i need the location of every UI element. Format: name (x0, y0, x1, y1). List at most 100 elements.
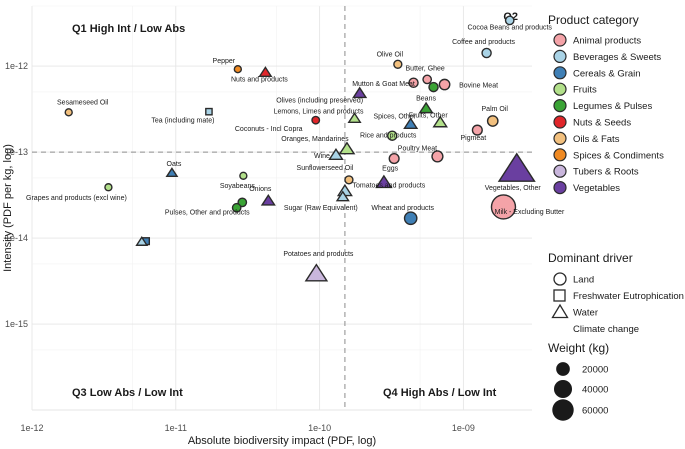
point-label: Potatoes and products (283, 251, 354, 258)
point-label: Beans (416, 96, 436, 103)
legend-label: Nuts & Seeds (573, 118, 631, 129)
y-tick-label: 1e-15 (5, 319, 28, 329)
point-beverages-water- (135, 236, 149, 246)
point-fruits-other (432, 115, 448, 128)
point-onions (260, 193, 276, 206)
point-label: Soyabeans (220, 183, 256, 190)
legend-label: 60000 (582, 406, 608, 417)
legend-swatch (553, 115, 567, 129)
point-spices-other (403, 117, 419, 130)
point-coconuts-incl-copra (311, 115, 321, 125)
legend-label: Tubers & Roots (573, 167, 639, 178)
point-label: Tea (including mate) (151, 118, 214, 125)
point-sesameseed-oil (64, 108, 73, 117)
legend-swatch (553, 49, 567, 64)
legend-swatch (553, 33, 567, 47)
point-label: Coconuts - Incl Copra (235, 126, 303, 133)
quadrant-label-q4: Q4 High Abs / Low Int (383, 387, 497, 399)
point-label: Nuts and products (231, 77, 288, 84)
point-coffee-and-products (481, 47, 492, 59)
legend-label: Animal products (573, 36, 641, 47)
x-tick-label: 1e-12 (20, 423, 43, 433)
legend-label: Freshwater Eutrophication (573, 291, 684, 302)
legend-shape-triangle (551, 303, 569, 319)
legend-item-category: Oils & Fats (553, 131, 620, 145)
legend-size-circle (556, 362, 570, 376)
point-label: Sunflowerseed Oil (297, 165, 354, 172)
point-label: Grapes and products (excl wine) (26, 195, 127, 202)
point-beans (418, 101, 434, 114)
point-label: Fruits, Other (409, 113, 449, 120)
legend-label: Fruits (573, 85, 597, 96)
legend-label: Oils & Fats (573, 134, 620, 145)
point-pepper (233, 65, 243, 74)
point-label: Wheat and products (371, 205, 434, 212)
legend-label: Beverages & Sweets (573, 52, 661, 63)
legend-item-category: Tubers & Roots (553, 164, 639, 178)
legend-label: Water (573, 308, 598, 319)
point-legumes-pulses- (231, 202, 242, 213)
legend: Product category Animal products Beverages… (548, 13, 684, 421)
point-sunflowerseed-oil (344, 175, 354, 185)
point-labels: Cocoa Beans and products Coffee and produ… (26, 24, 565, 258)
point-butter-ghee (422, 74, 433, 85)
y-axis-title: Intensity (PDF per kg, log) (2, 144, 14, 272)
y-axis-ticks: 1e-15 1e-14 1e-13 1e-12 (5, 61, 28, 329)
legend-size-circle (553, 379, 573, 399)
legend-label: 40000 (582, 385, 608, 396)
legend-swatch (553, 66, 567, 80)
point-palm-oil (486, 115, 499, 127)
legend-title-weight: Weight (kg) (548, 341, 609, 355)
legend-item-driver: Water (551, 303, 598, 319)
legend-swatch (553, 82, 567, 96)
point-label: Lemons, Limes and products (274, 109, 364, 116)
point-label: Onions (249, 186, 272, 193)
point-label: Bovine Meat (459, 83, 498, 90)
legend-label: Climate change (573, 324, 639, 335)
legend-item-category: Legumes & Pulses (553, 98, 652, 113)
point-cocoa-beans-and-products (504, 15, 515, 26)
point-label: Sesameseed Oil (57, 99, 109, 106)
point-label: Tomatoes and products (353, 183, 426, 190)
point-eggs (388, 153, 400, 165)
point-bovine-meat (438, 78, 451, 91)
point-grapes-and-products-excl-wine- (104, 183, 113, 192)
legend-item-category: Fruits (553, 82, 597, 96)
x-tick-label: 1e-11 (165, 423, 187, 433)
point-label: Milk - Excluding Butter (495, 209, 565, 216)
point-label: Butter, Ghee (406, 65, 445, 72)
x-tick-label: 1e-09 (452, 423, 475, 433)
legend-swatch (553, 98, 567, 113)
y-tick-label: 1e-14 (5, 233, 28, 243)
point-potatoes-and-products (304, 263, 329, 282)
legend-item-category: Animal products (553, 33, 641, 47)
point-milk-excluding-butter (490, 194, 517, 220)
legend-item-category: Nuts & Seeds (553, 115, 631, 129)
legend-item-category: Spices & Condiments (553, 148, 664, 162)
legend-label: Land (573, 275, 594, 286)
point-label: Wine (314, 153, 330, 160)
point-olive-oil (393, 59, 403, 69)
legend-label: Legumes & Pulses (573, 101, 652, 112)
point-label: Vegetables, Other (485, 185, 542, 192)
x-axis-title: Absolute biodiversity impact (PDF, log) (188, 435, 376, 447)
point-mutton-goat-meat (408, 77, 419, 89)
legend-title-category: Product category (548, 13, 639, 27)
y-tick-label: 1e-13 (5, 147, 28, 157)
point-nuts-and-products (258, 66, 273, 77)
legend-item-category: Cereals & Grain (553, 66, 641, 80)
point-label: Pigmeat (460, 135, 486, 142)
quadrant-label-q3: Q3 Low Abs / Low Int (72, 387, 183, 399)
point-sugar-raw-equivalent- (335, 190, 350, 202)
legend-item-category: Vegetables (553, 181, 620, 195)
point-label: Olive Oil (377, 51, 404, 58)
point-oranges-mandarines (338, 141, 356, 155)
point-label: Pulses, Other and products (165, 209, 250, 216)
legend-swatch (553, 181, 567, 195)
reference-lines (32, 6, 532, 410)
legend-swatch (553, 148, 567, 162)
y-tick-label: 1e-12 (5, 61, 28, 71)
point-soyabeans (239, 171, 248, 180)
point-label: Oats (167, 161, 182, 168)
